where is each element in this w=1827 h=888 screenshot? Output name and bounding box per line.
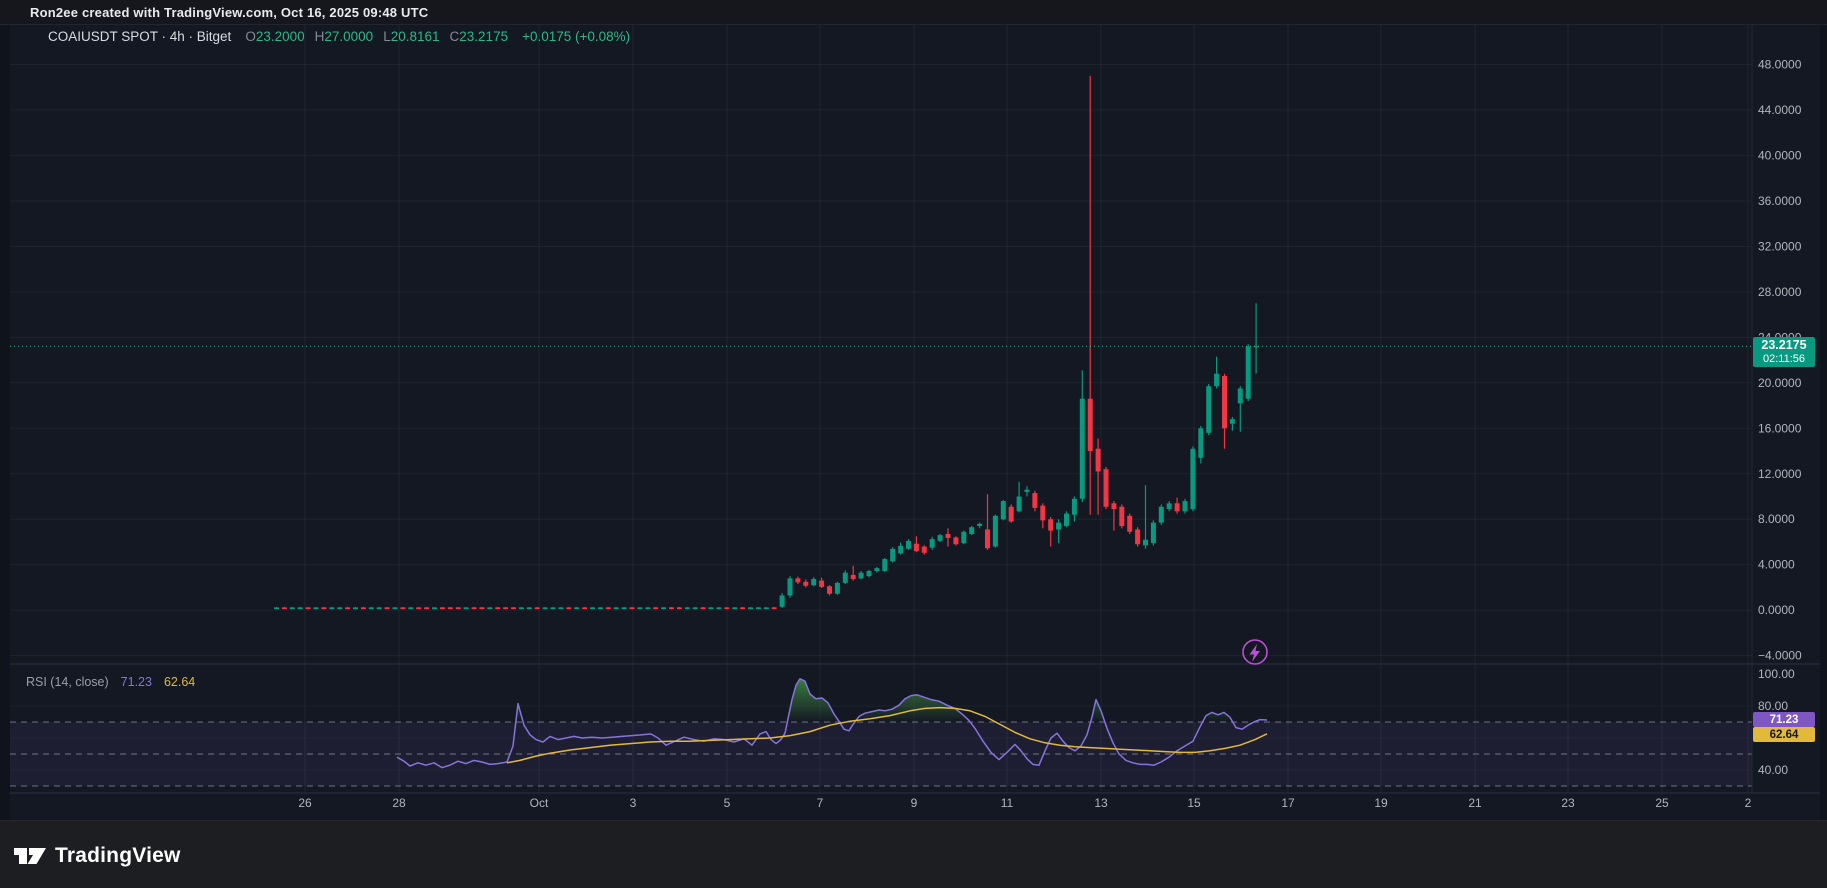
rsi-ma-line [506, 706, 1268, 764]
svg-text:13: 13 [1094, 796, 1108, 810]
high-value: 27.0000 [324, 29, 374, 44]
candlestick-chart[interactable]: 48.000044.000040.000036.000032.000028.00… [10, 25, 1820, 820]
svg-text:−4.0000: −4.0000 [1758, 649, 1802, 663]
attribution-bar: Ron2ee created with TradingView.com, Oct… [0, 0, 1827, 25]
tradingview-logo-text: TradingView [55, 844, 181, 867]
current-price-label: 23.2175 02:11:56 [1753, 337, 1815, 367]
svg-text:17: 17 [1281, 796, 1295, 810]
open-value: 23.2000 [255, 29, 305, 44]
rsi-ma-value: 62.64 [163, 675, 196, 689]
rsi-band [10, 722, 1752, 786]
svg-text:2: 2 [1745, 796, 1752, 810]
rsi-ma-axis-value-label: 62.64 [1753, 727, 1815, 742]
symbol-title[interactable]: COAIUSDT SPOT · 4h · Bitget [48, 29, 232, 44]
svg-text:26: 26 [298, 796, 312, 810]
svg-text:20.0000: 20.0000 [1758, 376, 1802, 390]
svg-text:15: 15 [1187, 796, 1201, 810]
rsi-legend[interactable]: RSI (14, close) 71.23 62.64 [26, 675, 195, 689]
ohlc-values: O23.2000 H27.0000 L20.8161 C23.2175 [245, 29, 508, 44]
rsi-axis-value-label: 71.23 [1753, 712, 1815, 727]
svg-text:9: 9 [911, 796, 918, 810]
svg-text:3: 3 [630, 796, 637, 810]
svg-text:36.0000: 36.0000 [1758, 194, 1802, 208]
time-axis[interactable]: 26 28 Oct 3 5 7 9 11 13 15 17 19 21 23 25 2 [298, 796, 1751, 810]
svg-text:0.0000: 0.0000 [1758, 603, 1795, 617]
svg-text:100.00: 100.00 [1758, 667, 1795, 681]
rsi-title[interactable]: RSI (14, close) [26, 675, 109, 689]
rsi-line [396, 678, 1268, 769]
price-axis[interactable]: 48.0000 44.0000 40.0000 36.0000 32.0000 28.00… [1758, 57, 1802, 662]
open-label: O [245, 29, 256, 44]
footer-bar: TradingView [0, 820, 1827, 888]
price-change: +0.0175 (+0.08%) [522, 29, 631, 44]
svg-text:80.00: 80.00 [1758, 699, 1788, 713]
svg-text:7: 7 [817, 796, 824, 810]
tradingview-logo[interactable]: TradingView [14, 843, 181, 869]
svg-text:40.00: 40.00 [1758, 763, 1788, 777]
svg-text:28.0000: 28.0000 [1758, 285, 1802, 299]
current-price-value: 23.2175 [1761, 338, 1807, 353]
low-value: 20.8161 [390, 29, 440, 44]
svg-text:40.0000: 40.0000 [1758, 148, 1802, 162]
high-label: H [314, 29, 325, 44]
svg-text:19: 19 [1374, 796, 1388, 810]
svg-text:5: 5 [724, 796, 731, 810]
close-label: C [449, 29, 460, 44]
svg-text:Oct: Oct [530, 796, 549, 810]
svg-text:48.0000: 48.0000 [1758, 57, 1802, 71]
svg-text:8.0000: 8.0000 [1758, 512, 1795, 526]
candle-series[interactable] [274, 75, 1259, 610]
bar-countdown: 02:11:56 [1762, 352, 1805, 365]
svg-text:12.0000: 12.0000 [1758, 467, 1802, 481]
rsi-axis[interactable]: 100.00 80.00 40.00 [1758, 667, 1795, 777]
svg-text:32.0000: 32.0000 [1758, 239, 1802, 253]
chart-area[interactable]: 48.0000 44.0000 40.0000 36.0000 32.0000 28.00… [10, 25, 1820, 820]
svg-text:28: 28 [392, 796, 406, 810]
lightning-icon[interactable] [1242, 639, 1268, 665]
svg-text:23: 23 [1561, 796, 1575, 810]
svg-text:21: 21 [1468, 796, 1482, 810]
attribution-text: Ron2ee created with TradingView.com, Oct… [30, 4, 429, 20]
gridlines [10, 25, 1752, 793]
svg-text:25: 25 [1655, 796, 1669, 810]
low-label: L [383, 29, 391, 44]
rsi-lines[interactable] [396, 678, 1268, 769]
svg-text:11: 11 [1001, 796, 1014, 810]
rsi-overbought-fill [397, 678, 1267, 722]
rsi-value: 71.23 [120, 675, 152, 689]
svg-text:44.0000: 44.0000 [1758, 103, 1802, 117]
svg-text:4.0000: 4.0000 [1758, 558, 1795, 572]
svg-text:16.0000: 16.0000 [1758, 421, 1802, 435]
symbol-legend[interactable]: COAIUSDT SPOT · 4h · Bitget O23.2000 H27… [48, 29, 630, 44]
close-value: 23.2175 [459, 29, 509, 44]
pane-separators[interactable] [10, 25, 1820, 794]
tradingview-logo-icon [14, 848, 46, 864]
